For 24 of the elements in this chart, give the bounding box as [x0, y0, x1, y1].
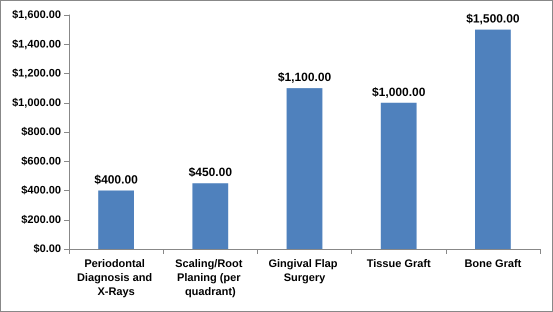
y-tick-label: $200.00 [21, 214, 61, 226]
x-tick-label: Periodontal Diagnosis and X-Rays [76, 258, 156, 298]
bar [98, 190, 134, 249]
x-tick-label: Gingival Flap Surgery [268, 258, 341, 284]
x-tick-label: Bone Graft [464, 258, 522, 270]
data-label: $1,500.00 [466, 12, 520, 26]
y-tick-label: $800.00 [21, 126, 61, 138]
bar [192, 183, 228, 249]
bar [380, 102, 417, 249]
y-tick-label: $0.00 [33, 243, 61, 255]
data-label: $450.00 [188, 165, 232, 180]
y-tick-label: $1,400.00 [12, 38, 61, 50]
data-label: $1,100.00 [278, 70, 332, 84]
y-tick-label: $400.00 [21, 184, 61, 196]
bar [475, 30, 511, 249]
data-label: $1,000.00 [372, 84, 426, 99]
data-label: $400.00 [94, 172, 138, 186]
y-tick-label: $600.00 [21, 155, 61, 168]
x-tick-label: Tissue Graft [366, 258, 432, 270]
bar [286, 88, 322, 249]
y-tick-label: $1,600.00 [12, 9, 61, 21]
y-tick-label: $1,200.00 [12, 68, 61, 80]
y-tick-label: $1,000.00 [12, 96, 61, 109]
x-tick-label: Scaling/Root Planing (per quadrant) [175, 258, 246, 298]
